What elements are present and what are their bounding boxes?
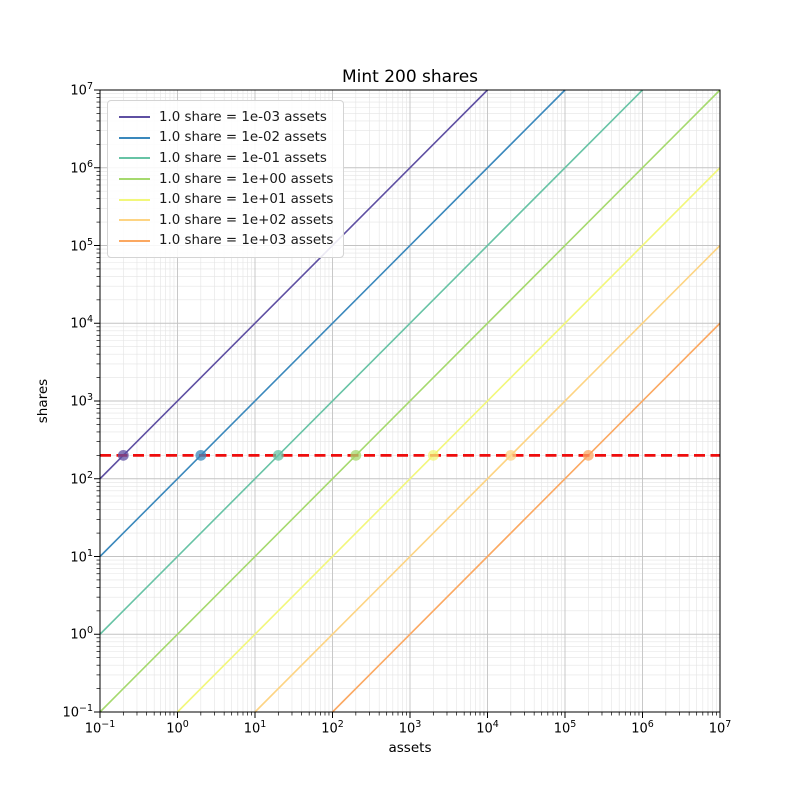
price-line [99, 89, 721, 713]
price-line [176, 167, 721, 713]
legend-line-swatch [119, 116, 150, 119]
mint-point-marker [505, 449, 517, 461]
y-axis-label: shares [35, 378, 51, 424]
price-line [99, 89, 489, 480]
price-line [99, 89, 644, 635]
legend-entry: 1.0 share = 1e-02 assets [116, 128, 333, 149]
price-line [254, 244, 721, 713]
legend-line-swatch [119, 219, 150, 222]
legend-line-swatch [119, 157, 150, 160]
legend-line-swatch [119, 178, 150, 181]
legend-line-swatch [119, 136, 150, 139]
legend-entry: 1.0 share = 1e+00 assets [116, 169, 333, 190]
legend-entry: 1.0 share = 1e-03 assets [116, 107, 333, 128]
mint-point-marker [582, 449, 594, 461]
mint-point-marker [427, 449, 439, 461]
legend-line-swatch [119, 198, 150, 201]
legend-entry: 1.0 share = 1e-01 assets [116, 148, 333, 169]
legend-label: 1.0 share = 1e+01 assets [159, 192, 334, 208]
mint-point-marker [195, 449, 207, 461]
legend-label: 1.0 share = 1e-03 assets [159, 109, 327, 125]
legend-entry: 1.0 share = 1e+03 assets [116, 231, 333, 252]
chart-title: Mint 200 shares [341, 67, 479, 87]
x-axis-label: assets [388, 740, 432, 756]
legend-label: 1.0 share = 1e+02 assets [159, 212, 334, 228]
price-line [99, 89, 566, 558]
legend: 1.0 share = 1e-03 assets 1.0 share = 1e-0… [107, 100, 345, 259]
price-line [331, 322, 721, 713]
legend-label: 1.0 share = 1e-02 assets [159, 130, 327, 146]
legend-label: 1.0 share = 1e-01 assets [159, 150, 327, 166]
legend-label: 1.0 share = 1e+03 assets [159, 233, 334, 249]
legend-label: 1.0 share = 1e+00 assets [159, 171, 334, 187]
mint-point-marker [117, 449, 129, 461]
legend-line-swatch [119, 239, 150, 242]
legend-entry: 1.0 share = 1e+02 assets [116, 210, 333, 231]
mint-point-marker [272, 449, 284, 461]
mint-point-marker [350, 449, 362, 461]
legend-entry: 1.0 share = 1e+01 assets [116, 189, 333, 210]
